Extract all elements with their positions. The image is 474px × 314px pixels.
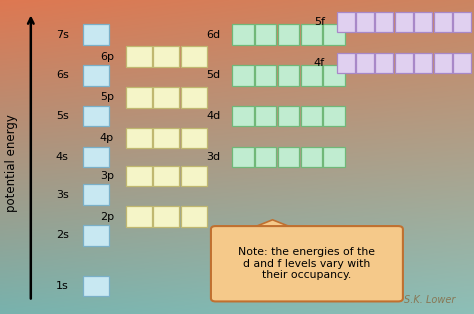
FancyBboxPatch shape bbox=[323, 24, 345, 45]
FancyBboxPatch shape bbox=[323, 106, 345, 126]
FancyBboxPatch shape bbox=[453, 52, 471, 73]
Text: 6p: 6p bbox=[100, 51, 114, 62]
FancyBboxPatch shape bbox=[356, 52, 374, 73]
FancyBboxPatch shape bbox=[126, 207, 152, 227]
FancyBboxPatch shape bbox=[278, 24, 299, 45]
Text: 3d: 3d bbox=[206, 152, 220, 162]
FancyBboxPatch shape bbox=[323, 147, 345, 167]
FancyBboxPatch shape bbox=[434, 52, 452, 73]
FancyBboxPatch shape bbox=[83, 106, 109, 126]
Text: 6s: 6s bbox=[56, 70, 69, 80]
FancyBboxPatch shape bbox=[323, 65, 345, 85]
FancyBboxPatch shape bbox=[301, 147, 322, 167]
FancyBboxPatch shape bbox=[232, 24, 254, 45]
Text: 3s: 3s bbox=[56, 190, 69, 200]
FancyBboxPatch shape bbox=[278, 65, 299, 85]
FancyBboxPatch shape bbox=[395, 52, 413, 73]
FancyBboxPatch shape bbox=[83, 276, 109, 296]
FancyBboxPatch shape bbox=[181, 46, 207, 67]
Text: 5d: 5d bbox=[206, 70, 220, 80]
FancyBboxPatch shape bbox=[181, 128, 207, 148]
FancyBboxPatch shape bbox=[414, 12, 432, 32]
Text: S.K. Lower: S.K. Lower bbox=[404, 295, 455, 305]
FancyBboxPatch shape bbox=[301, 65, 322, 85]
FancyBboxPatch shape bbox=[395, 12, 413, 32]
Text: 4d: 4d bbox=[206, 111, 220, 121]
FancyBboxPatch shape bbox=[453, 12, 471, 32]
FancyBboxPatch shape bbox=[232, 147, 254, 167]
Text: 5s: 5s bbox=[56, 111, 69, 121]
Polygon shape bbox=[249, 220, 296, 229]
Text: potential energy: potential energy bbox=[5, 114, 18, 212]
Text: 5p: 5p bbox=[100, 92, 114, 102]
FancyBboxPatch shape bbox=[181, 207, 207, 227]
FancyBboxPatch shape bbox=[232, 106, 254, 126]
FancyBboxPatch shape bbox=[126, 87, 152, 107]
FancyBboxPatch shape bbox=[255, 106, 276, 126]
FancyBboxPatch shape bbox=[337, 12, 355, 32]
FancyBboxPatch shape bbox=[83, 147, 109, 167]
FancyBboxPatch shape bbox=[126, 166, 152, 186]
FancyBboxPatch shape bbox=[278, 106, 299, 126]
Text: 2s: 2s bbox=[56, 230, 69, 241]
FancyBboxPatch shape bbox=[278, 147, 299, 167]
FancyBboxPatch shape bbox=[434, 12, 452, 32]
FancyBboxPatch shape bbox=[255, 24, 276, 45]
Text: 7s: 7s bbox=[56, 30, 69, 40]
FancyBboxPatch shape bbox=[153, 46, 179, 67]
FancyBboxPatch shape bbox=[301, 24, 322, 45]
Text: 4p: 4p bbox=[100, 133, 114, 143]
FancyBboxPatch shape bbox=[181, 87, 207, 107]
FancyBboxPatch shape bbox=[356, 12, 374, 32]
FancyBboxPatch shape bbox=[126, 46, 152, 67]
Text: 5f: 5f bbox=[314, 17, 325, 27]
FancyBboxPatch shape bbox=[414, 52, 432, 73]
Text: 3p: 3p bbox=[100, 171, 114, 181]
FancyBboxPatch shape bbox=[255, 147, 276, 167]
FancyBboxPatch shape bbox=[83, 24, 109, 45]
Text: 1s: 1s bbox=[56, 281, 69, 291]
FancyBboxPatch shape bbox=[83, 225, 109, 246]
FancyBboxPatch shape bbox=[232, 65, 254, 85]
FancyBboxPatch shape bbox=[375, 12, 393, 32]
Text: 2p: 2p bbox=[100, 212, 114, 222]
FancyBboxPatch shape bbox=[337, 52, 355, 73]
FancyBboxPatch shape bbox=[83, 65, 109, 85]
FancyBboxPatch shape bbox=[211, 226, 403, 301]
FancyBboxPatch shape bbox=[153, 128, 179, 148]
FancyBboxPatch shape bbox=[153, 207, 179, 227]
FancyBboxPatch shape bbox=[126, 128, 152, 148]
FancyBboxPatch shape bbox=[255, 65, 276, 85]
FancyBboxPatch shape bbox=[83, 184, 109, 205]
Text: 4f: 4f bbox=[314, 58, 325, 68]
Text: 4s: 4s bbox=[56, 152, 69, 162]
Text: Note: the energies of the
d and f levels vary with
their occupancy.: Note: the energies of the d and f levels… bbox=[238, 247, 375, 280]
FancyBboxPatch shape bbox=[181, 166, 207, 186]
FancyBboxPatch shape bbox=[301, 106, 322, 126]
FancyBboxPatch shape bbox=[153, 87, 179, 107]
FancyBboxPatch shape bbox=[153, 166, 179, 186]
Text: 6d: 6d bbox=[206, 30, 220, 40]
FancyBboxPatch shape bbox=[375, 52, 393, 73]
